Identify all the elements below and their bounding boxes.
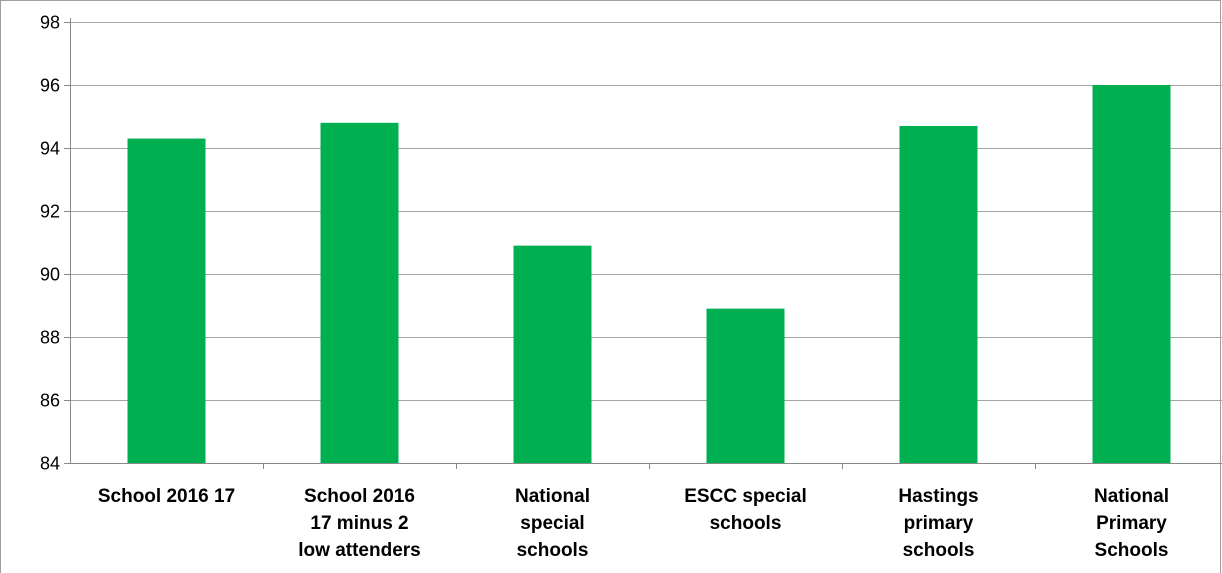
x-category-label: Hastings primary schools [898, 486, 978, 561]
y-tick-label: 86 [40, 391, 60, 411]
x-category-label: School 2016 17 minus 2 low attenders [298, 486, 420, 561]
y-tick-label: 92 [40, 202, 60, 222]
x-category-label-line: Hastings [898, 486, 978, 507]
axes [64, 18, 1222, 469]
x-category-label-line: National [515, 486, 590, 507]
x-category-label-line: 17 minus 2 [310, 513, 408, 534]
x-category-label-line: ESCC special [684, 486, 807, 507]
x-category-label: National special schools [515, 486, 590, 561]
x-category-label-line: Schools [1095, 540, 1169, 561]
x-category-label-line: schools [517, 540, 589, 561]
bar [1092, 85, 1171, 463]
x-category-label-line: low attenders [298, 540, 420, 561]
x-category-label: School 2016 17 [98, 486, 235, 507]
x-category-label-line: schools [903, 540, 975, 561]
x-category-label-line: National [1094, 486, 1169, 507]
bars [127, 85, 1171, 464]
gridlines [70, 22, 1222, 401]
bar [899, 125, 978, 463]
x-category-label-line: schools [710, 513, 782, 534]
x-category-label-line: primary [904, 513, 974, 534]
x-category-label: ESCC special schools [684, 486, 807, 534]
x-category-label-line: Primary [1096, 513, 1167, 534]
y-tick-label: 90 [40, 265, 60, 285]
y-tick-label: 98 [40, 13, 60, 33]
y-tick-label: 88 [40, 328, 60, 348]
x-category-label-line: School 2016 [304, 486, 415, 507]
y-tick-label: 94 [40, 139, 60, 159]
bar [127, 138, 206, 464]
bar [706, 308, 785, 463]
y-tick-label: 96 [40, 76, 60, 96]
axis-labels: 84 86 88 90 92 94 96 98 School 2016 17 School 201… [40, 13, 1169, 562]
bar [513, 245, 592, 463]
bar [320, 122, 399, 464]
x-category-label: National Primary Schools [1094, 486, 1169, 561]
x-category-label-line: special [520, 513, 584, 534]
y-tick-label: 84 [40, 454, 60, 474]
x-category-label-line: School 2016 17 [98, 486, 235, 507]
